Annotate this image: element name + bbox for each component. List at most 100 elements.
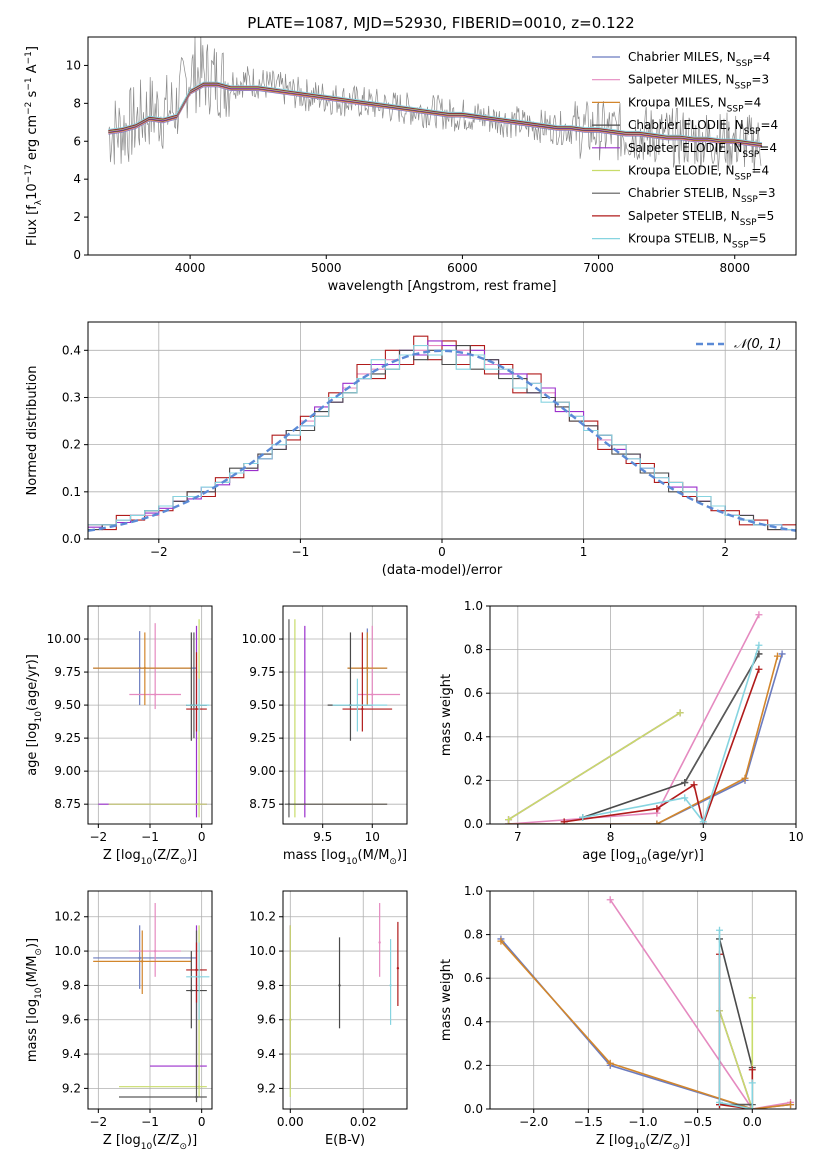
y-tick-label: 0.1: [62, 485, 81, 499]
plot-area: [88, 891, 212, 1109]
y-tick-label: 9.75: [249, 665, 276, 679]
y-tick-label: 9.6: [62, 1013, 81, 1027]
y-tick-label: 9.50: [54, 698, 81, 712]
y-tick-label: 0.8: [464, 643, 483, 657]
axis-label: mass [log10(M/M⊙)]: [25, 938, 44, 1062]
y-tick-label: 9.50: [249, 698, 276, 712]
x-tick-label: −2: [89, 830, 107, 844]
data-point: [153, 949, 157, 953]
axis-label: Z [log10(Z/Z⊙)]: [103, 1133, 197, 1152]
y-tick-label: 8.75: [54, 797, 81, 811]
x-tick-label: −2: [150, 545, 168, 559]
x-tick-label: 9.5: [313, 830, 332, 844]
axes-frame: [489, 605, 797, 825]
panel-age-vs-Z: −2 −1 0 8.75 9.00 9.25 9.50 9.75 10.00 Z [log10(Z…: [25, 605, 213, 867]
data-point: [195, 707, 198, 711]
x-tick-label: 6000: [447, 261, 478, 275]
axis-label: Kroupa STELIB, NSSP=5: [628, 232, 766, 251]
y-tick-label: 6: [73, 134, 81, 148]
data-point: [378, 941, 381, 944]
plus-marker: [773, 652, 781, 660]
y-tick-label: 8.75: [249, 797, 276, 811]
y-tick-label: 0.6: [464, 686, 483, 700]
x-tick-label: 0: [198, 1115, 206, 1129]
weight-line-2: [500, 940, 791, 1109]
axis-label: Chabrier STELIB, NSSP=3: [628, 186, 776, 205]
axes-frame: [282, 890, 408, 1110]
axis-label: Salpeter STELIB, NSSP=5: [628, 209, 774, 228]
x-tick-label: −1: [292, 545, 310, 559]
axes-frame: [282, 605, 408, 825]
y-tick-label: 9.6: [257, 1013, 276, 1027]
y-tick-label: 0.6: [464, 971, 483, 985]
data-point: [143, 666, 147, 670]
plus-marker: [755, 665, 763, 673]
plot-area: [88, 606, 212, 824]
data-point: [396, 967, 400, 970]
axes-frame: [87, 605, 213, 825]
weight-line-6: [684, 653, 760, 783]
y-tick-label: 10.0: [249, 944, 276, 958]
x-tick-label: 0.0: [743, 1115, 762, 1129]
normal-curve: [88, 349, 796, 532]
axis-label: age [log10(age/yr)]: [582, 848, 704, 867]
plus-marker: [755, 611, 763, 619]
panel-residuals: −2 −1 0 1 2 0.0 0.1 0.2 0.3 0.4 (data-model)/error…: [25, 321, 797, 578]
plus-marker: [681, 779, 689, 787]
axis-label: Salpeter MILES, NSSP=3: [628, 73, 769, 92]
axis-label: Chabrier MILES, NSSP=4: [628, 50, 770, 69]
weight-line-8: [582, 644, 760, 824]
plus-marker: [606, 896, 614, 904]
axis-label: mass weight: [439, 959, 454, 1041]
data-point: [371, 693, 374, 696]
weight-line-7: [564, 668, 760, 824]
y-tick-label: 9.2: [257, 1081, 276, 1095]
data-point: [287, 802, 291, 806]
y-tick-label: 4: [73, 172, 81, 186]
plus-marker: [716, 1098, 723, 1106]
x-tick-label: −2.0: [519, 1115, 548, 1129]
x-tick-label: 5000: [311, 261, 342, 275]
axis-label: (data-model)/error: [382, 563, 503, 578]
plus-marker: [748, 994, 756, 1002]
y-tick-label: 0.8: [464, 928, 483, 942]
plus-marker: [579, 813, 587, 821]
plus-marker: [497, 937, 505, 945]
y-tick-label: 9.4: [62, 1047, 81, 1061]
axes-frame: [87, 890, 213, 1110]
y-tick-label: 1.0: [464, 884, 483, 898]
plus-marker: [748, 1105, 756, 1109]
axis-label: Salpeter ELODIE, NSSP=4: [628, 141, 777, 160]
y-tick-label: 0.0: [464, 817, 483, 831]
weight-line-5: [718, 997, 754, 1109]
y-tick-label: 0.0: [62, 532, 81, 546]
x-tick-label: 4000: [175, 261, 206, 275]
data-point: [197, 703, 201, 707]
y-tick-label: 10: [66, 58, 81, 72]
y-tick-label: 9.25: [54, 731, 81, 745]
x-tick-label: 0: [438, 545, 446, 559]
y-tick-label: 0.2: [464, 773, 483, 787]
axis-label: Flux [fλ10−17 erg cm−2 s−1 A−1]: [24, 46, 44, 246]
x-tick-label: 8: [607, 830, 615, 844]
plus-marker: [606, 1059, 614, 1067]
data-point: [195, 1095, 198, 1099]
plot-area: [490, 891, 796, 1109]
data-point: [141, 960, 144, 963]
x-tick-label: −0.5: [683, 1115, 712, 1129]
x-tick-label: 0.02: [350, 1115, 377, 1129]
panel-weight-vs-Z: −2.0 −1.5 −1.0 −0.5 0.0 0.0 0.2 0.4 0.6 0.8 1.0 Z […: [439, 884, 797, 1152]
y-tick-label: 10.00: [47, 632, 81, 646]
panel-mass-vs-Z: −2 −1 0 9.2 9.4 9.6 9.8 10.0 10.2 Z [log10(Z/Z⊙)]…: [25, 890, 213, 1152]
y-tick-label: 9.8: [257, 978, 276, 992]
data-point: [356, 703, 359, 707]
axes-frame: [489, 890, 797, 1110]
axis-label: mass weight: [439, 674, 454, 756]
axis-label: Z [log10(Z/Z⊙)]: [596, 1133, 690, 1152]
plus-marker: [748, 1079, 756, 1087]
plus-marker: [741, 774, 749, 782]
plus-marker: [505, 816, 513, 824]
x-tick-label: 7: [514, 830, 522, 844]
data-point: [190, 989, 193, 992]
